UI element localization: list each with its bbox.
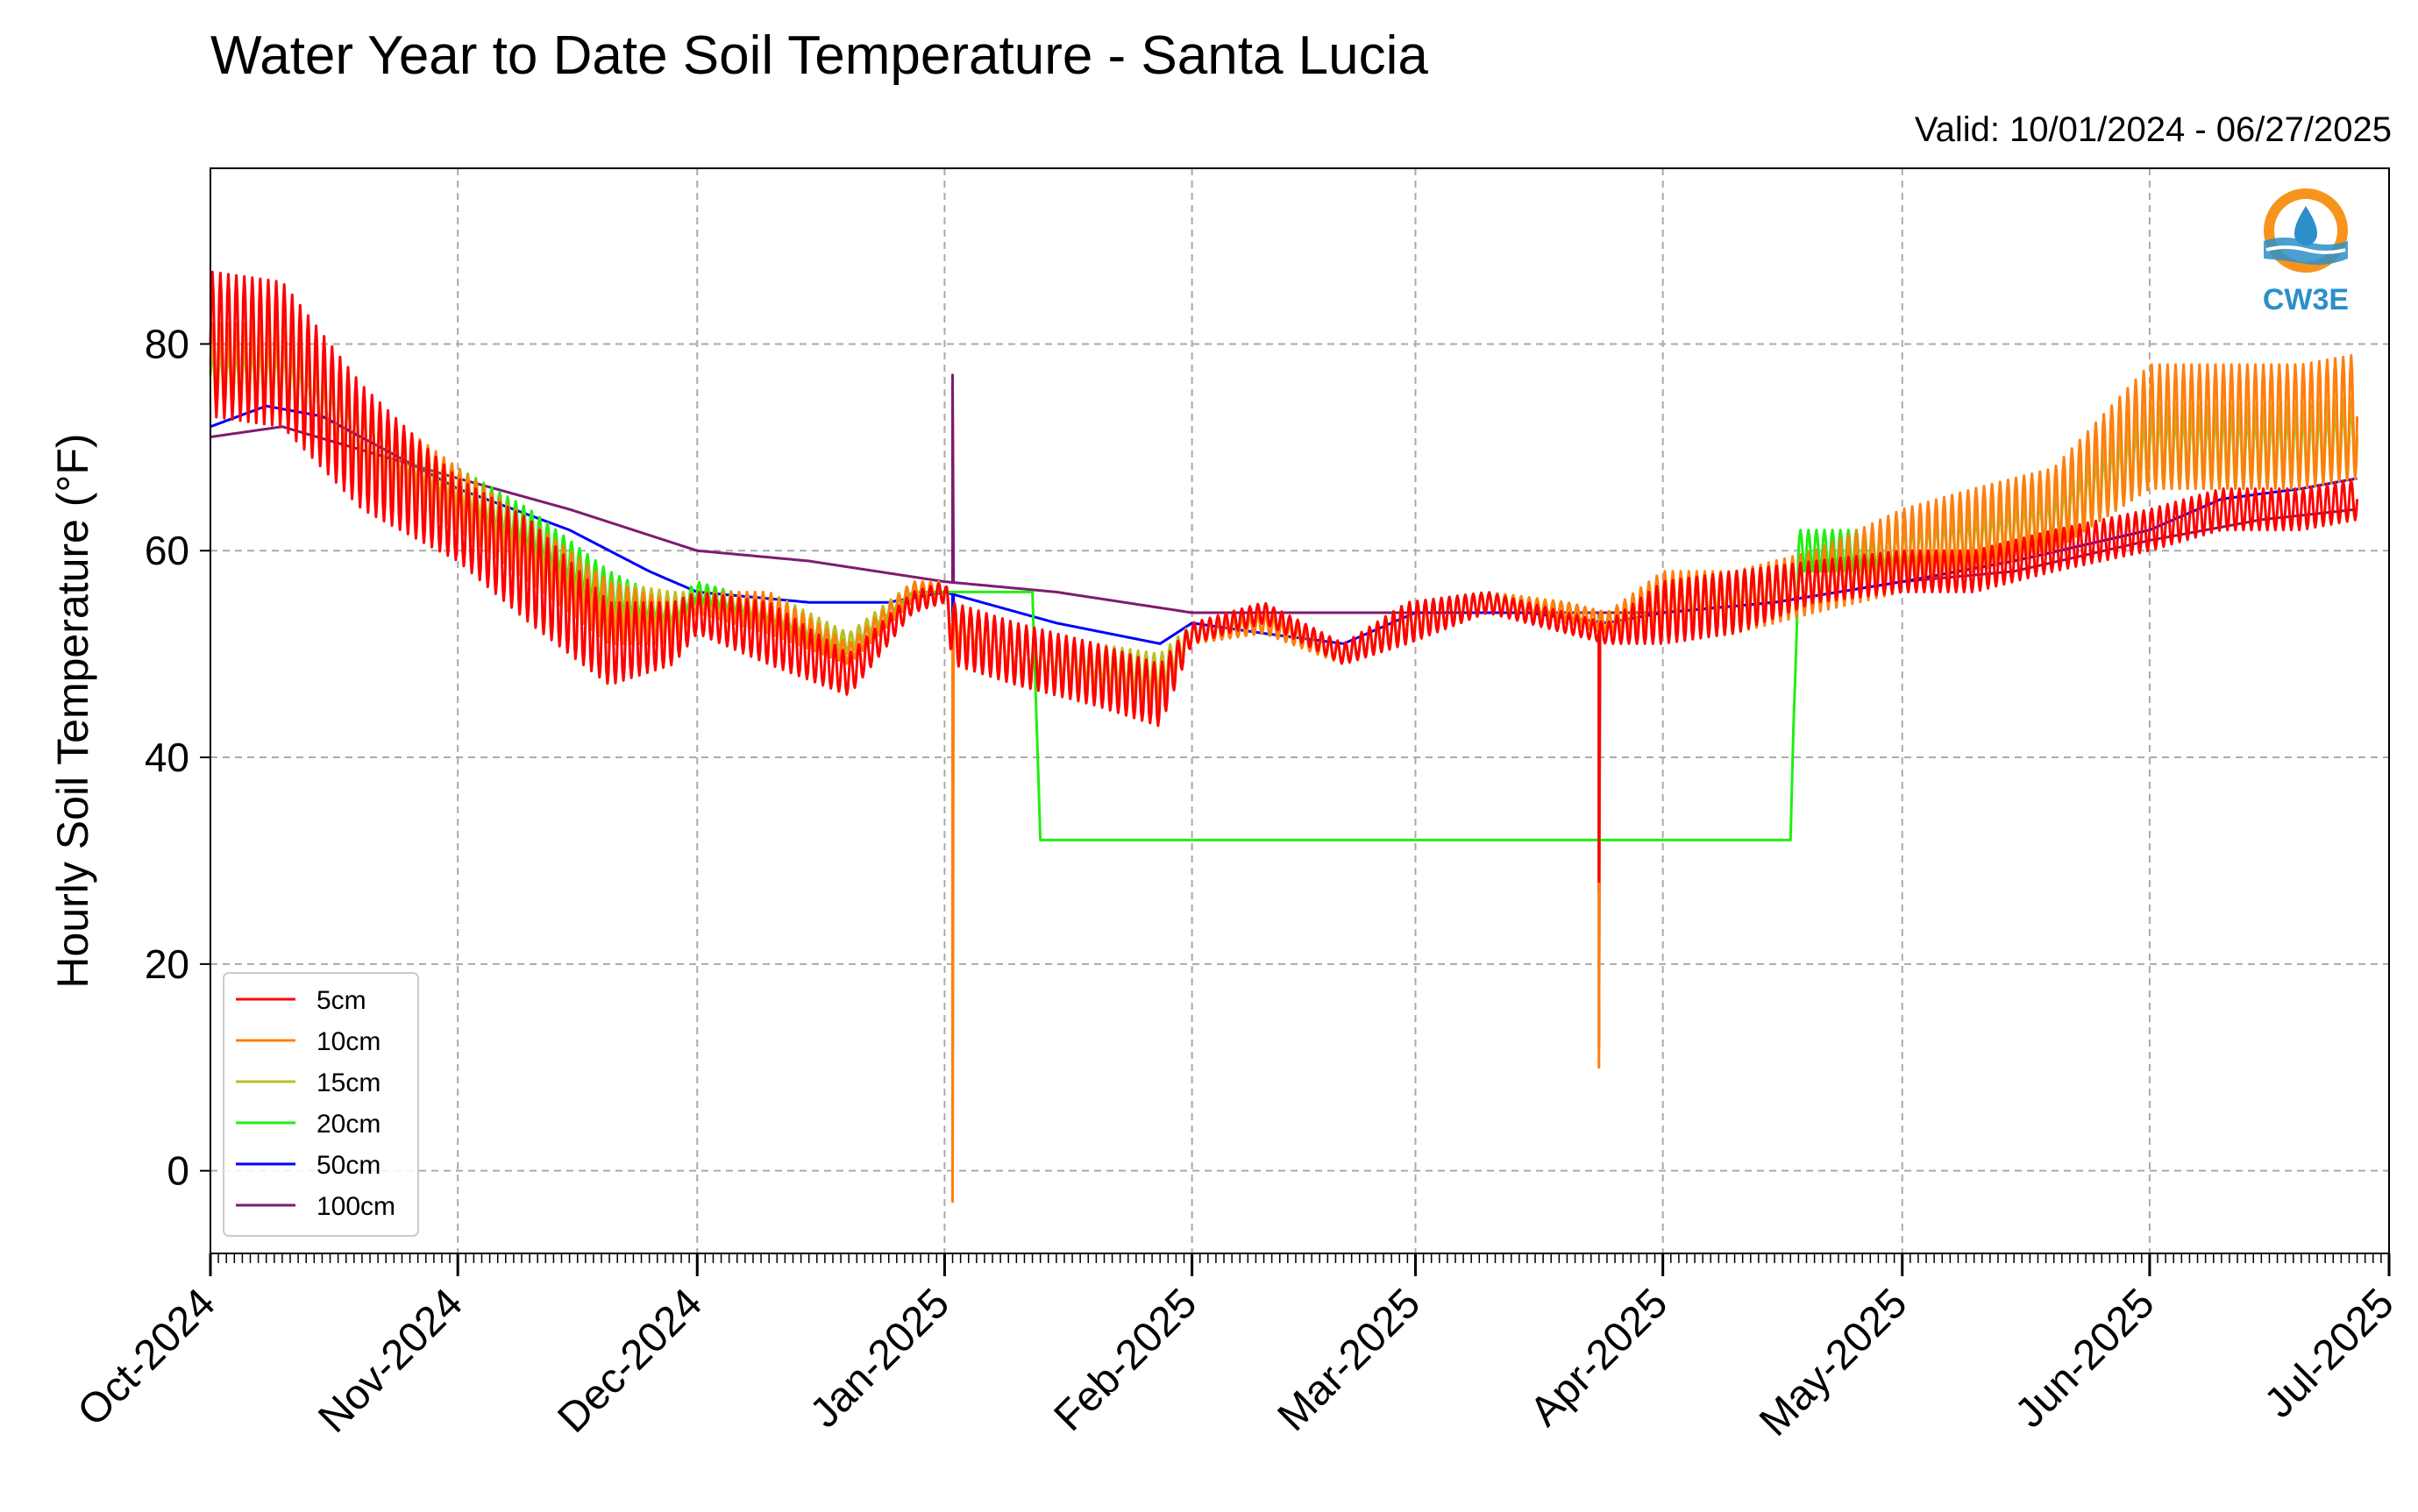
- y-axis-label: Hourly Soil Temperature (°F): [48, 433, 97, 988]
- legend-label-5cm: 5cm: [316, 986, 366, 1015]
- series-line-5cm: [209, 270, 2359, 883]
- x-axis: Oct-2024 Nov-2024 Dec-2024 Jan-2025 Feb-2025…: [69, 1253, 2403, 1445]
- legend-box: [223, 972, 419, 1237]
- x-tick-label: Feb-2025: [1046, 1280, 1206, 1440]
- series-line-50cm: [210, 404, 2358, 893]
- x-tick-label: Dec-2024: [549, 1280, 711, 1442]
- y-tick-label: 20: [145, 941, 189, 987]
- series-line-100cm: [210, 373, 2358, 1048]
- chart-title: Water Year to Date Soil Temperature - Sa…: [210, 25, 1428, 86]
- y-tick-label: 60: [145, 528, 189, 573]
- x-tick-label: Nov-2024: [309, 1280, 472, 1442]
- x-tick-label: Jul-2025: [2256, 1280, 2403, 1427]
- legend-label-10cm: 10cm: [316, 1027, 380, 1056]
- series-line-20cm: [209, 352, 2359, 841]
- grid-lines: [210, 168, 2389, 1253]
- logo-text: CW3E: [2262, 283, 2350, 316]
- cw3e-logo: CW3E: [2231, 180, 2380, 320]
- y-tick-label: 80: [145, 321, 189, 366]
- valid-date-range: Valid: 10/01/2024 - 06/27/2025: [1914, 110, 2392, 149]
- x-tick-label: Oct-2024: [69, 1280, 224, 1435]
- y-axis: 0 20 40 60 80: [145, 321, 210, 1194]
- x-tick-label: Jun-2025: [2007, 1280, 2164, 1437]
- cw3e-logo-icon: [2264, 188, 2348, 273]
- x-tick-label: Jan-2025: [801, 1280, 958, 1437]
- legend-label-50cm: 50cm: [316, 1151, 380, 1180]
- plot-area-frame: [210, 167, 2390, 1254]
- series-lines: [209, 270, 2359, 1203]
- series-line-10cm: [209, 322, 2359, 1203]
- x-tick-label: Apr-2025: [1521, 1280, 1676, 1435]
- legend-label-15cm: 15cm: [316, 1068, 380, 1097]
- legend-label-20cm: 20cm: [316, 1110, 380, 1139]
- x-tick-label: Mar-2025: [1269, 1280, 1430, 1440]
- legend: 5cm 10cm 15cm 20cm 50cm 100cm: [223, 972, 419, 1237]
- legend-label-100cm: 100cm: [316, 1192, 395, 1221]
- y-tick-label: 0: [167, 1148, 189, 1194]
- y-tick-label: 40: [145, 735, 189, 780]
- x-tick-label: May-2025: [1751, 1280, 1916, 1445]
